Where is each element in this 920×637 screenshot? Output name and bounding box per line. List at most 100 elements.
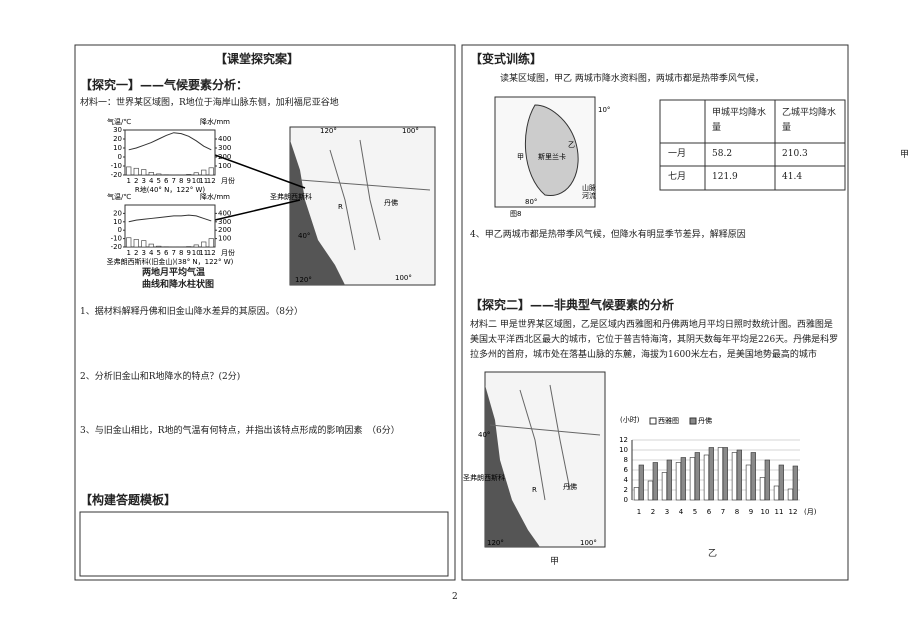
- x-tick-label: 9: [187, 249, 191, 257]
- table-cell: 七月: [668, 172, 687, 182]
- label: 气温/℃: [107, 117, 131, 126]
- label: 降水/mm: [200, 117, 230, 126]
- y-tick-label: -10: [111, 162, 122, 170]
- y2-tick-label: 300: [218, 218, 231, 226]
- y-tick-label: 12: [619, 436, 628, 444]
- label: 120°: [487, 539, 504, 547]
- section-title: 【变式训练】: [470, 52, 543, 66]
- page-number: 2: [452, 592, 458, 602]
- table-header: 乙城平均降水量: [782, 108, 837, 133]
- label: 120°: [320, 127, 337, 135]
- island: [524, 104, 579, 196]
- bar: [736, 449, 742, 501]
- y2-tick-label: 400: [218, 209, 231, 217]
- x-tick-label: 6: [707, 508, 712, 516]
- bar: [703, 454, 710, 501]
- table-header: 甲城平均降水量: [712, 108, 767, 133]
- y-tick-label: 6: [624, 466, 629, 474]
- y-tick-label: 0: [118, 226, 122, 234]
- y-tick-label: 30: [113, 126, 122, 134]
- x-tick-label: 10: [192, 177, 201, 185]
- bar: [722, 447, 728, 501]
- question: 2、分析旧金山和R地降水的特点？(2分): [80, 372, 241, 382]
- x-tick-label: 11: [199, 177, 208, 185]
- y-tick-label: 10: [619, 446, 628, 454]
- bar: [638, 464, 644, 501]
- precip-bar: [156, 245, 162, 248]
- material: 材料二 甲是世界某区域图，乙是区域内西雅图和丹佛两地月平均日照时数统计图。西雅图…: [470, 320, 839, 360]
- label: 圣弗朗西斯科: [270, 192, 312, 201]
- y-tick-label: 20: [113, 135, 122, 143]
- label: 40°: [298, 232, 310, 240]
- legend-label: 丹佛: [698, 416, 712, 425]
- precip-bar: [141, 169, 147, 176]
- table-grid: [659, 99, 846, 191]
- heading: 【课堂探究案】: [215, 52, 300, 66]
- question: 1、据材料解释丹佛和旧金山降水差异的其原因。（8分）: [80, 307, 303, 317]
- x-tick-label: 8: [179, 177, 183, 185]
- x-tick-label: 12: [207, 177, 216, 185]
- y-tick-label: 8: [624, 456, 628, 464]
- precip-bar: [141, 240, 147, 248]
- legend-swatch: [649, 417, 657, 425]
- x-tick-label: 7: [172, 177, 176, 185]
- chart-label: R地(40° N，122° W): [135, 185, 205, 194]
- temp-line: [128, 214, 212, 223]
- bar: [750, 452, 756, 501]
- bar: [647, 480, 654, 501]
- label: R: [532, 486, 537, 494]
- label: 甲: [517, 153, 524, 161]
- y-tick-label: 0: [118, 153, 122, 161]
- x-tick-label: 9: [187, 177, 191, 185]
- x-tick-label: 2: [134, 177, 138, 185]
- coast: [290, 140, 345, 285]
- y2-tick-label: 100: [218, 235, 231, 243]
- caption: 两地月平均气温: [142, 268, 206, 278]
- plot-frame: [124, 129, 216, 176]
- label: 100°: [402, 127, 419, 135]
- label: 图8: [510, 210, 521, 218]
- y-tick-label: -20: [111, 171, 122, 179]
- label: 100°: [580, 539, 597, 547]
- label: 河流: [582, 191, 596, 200]
- label: 气温/℃: [107, 192, 131, 201]
- x-tick-label: 4: [149, 177, 154, 185]
- label: (小时): [620, 415, 640, 424]
- y2-tick-label: 200: [218, 226, 231, 234]
- arrow: [214, 154, 306, 189]
- temp-line: [128, 132, 212, 151]
- x-tick-label: 1: [127, 177, 131, 185]
- x-tick-label: 11: [199, 249, 208, 257]
- bar: [773, 485, 780, 501]
- y-tick-label: 10: [113, 218, 122, 226]
- table-cell: 一月: [668, 149, 687, 159]
- side-label: 甲: [900, 150, 910, 160]
- table-cell: 121.9: [712, 172, 738, 182]
- x-tick-label: 12: [207, 249, 216, 257]
- bar: [680, 457, 686, 501]
- material: 材料一：世界某区域图，R地位于海岸山脉东侧，加利福尼亚谷地: [80, 98, 339, 108]
- y2-tick-label: 100: [218, 162, 231, 170]
- label: 80°: [525, 198, 537, 206]
- x-tick-label: 6: [164, 177, 169, 185]
- y-tick-label: -10: [111, 235, 122, 243]
- precip-bar: [133, 167, 139, 176]
- label: 丹佛: [384, 198, 398, 207]
- right-panel: [461, 44, 849, 581]
- label: (月): [804, 508, 817, 516]
- label: 乙: [568, 141, 575, 149]
- bar: [731, 452, 738, 501]
- y-tick-label: 10: [113, 144, 122, 152]
- label: 降水/mm: [200, 192, 230, 201]
- question: 4、甲乙两城市都是热带季风气候，但降水有明显季节差异，解释原因: [470, 230, 746, 240]
- section-title: 【探究二】——非典型气候要素的分析: [470, 298, 675, 312]
- section-title: 【构建答题模板】: [80, 493, 177, 507]
- template-box: [79, 511, 449, 577]
- y-tick-label: 2: [624, 486, 628, 494]
- x-tick-label: 11: [775, 508, 784, 516]
- x-tick-label: 4: [149, 249, 154, 257]
- x-tick-label: 1: [127, 249, 131, 257]
- label: 斯里兰卡: [538, 152, 566, 161]
